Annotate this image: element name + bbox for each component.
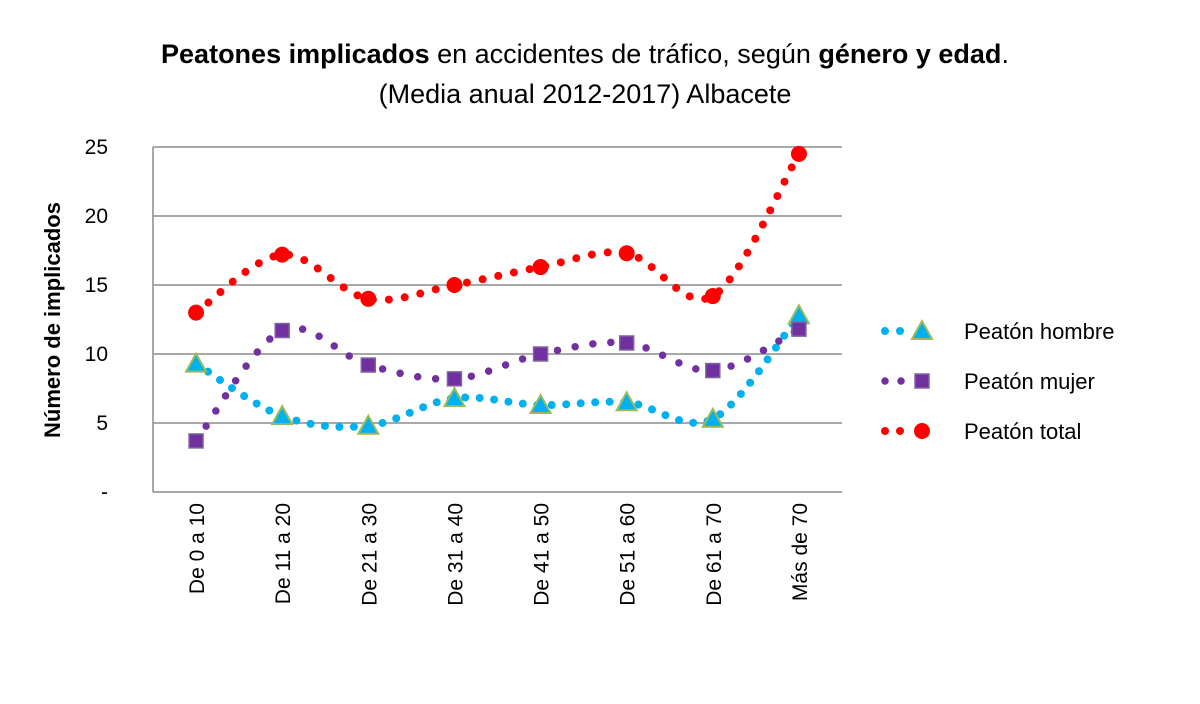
legend-item: Peatón total — [881, 419, 1081, 444]
data-point — [790, 145, 807, 162]
title-bold-part1: Peatones implicados — [161, 39, 430, 69]
chart-title-line1: Peatones implicados en accidentes de trá… — [0, 34, 1170, 74]
legend-layer: Peatón hombre Peatón mujer Peatón total — [881, 318, 1114, 444]
data-point — [188, 304, 205, 321]
chart-title: Peatones implicados en accidentes de trá… — [0, 34, 1170, 114]
data-point — [442, 386, 467, 408]
data-point — [360, 290, 377, 307]
data-point — [791, 321, 807, 337]
series-peat-n-total — [188, 145, 807, 321]
y-tick-label: 10 — [85, 343, 108, 366]
legend-marker — [914, 373, 930, 389]
data-point — [184, 351, 208, 373]
title-part2: en accidentes de tráfico, según — [429, 39, 819, 69]
x-tick-label: De 61 a 70 — [703, 503, 726, 606]
legend-label: Peatón hombre — [964, 319, 1114, 344]
y-axis-title: Número de implicados — [40, 202, 65, 438]
data-point — [188, 433, 204, 449]
x-tick-label: De 0 a 10 — [186, 503, 209, 594]
legend-item: Peatón hombre — [881, 318, 1114, 344]
data-point — [446, 371, 463, 387]
data-point — [356, 413, 381, 435]
x-tick-label: De 31 a 40 — [444, 503, 467, 606]
series-line — [192, 311, 803, 431]
series-layer — [184, 145, 811, 449]
axis-layer: - 5 10 15 20 25 De 0 a 10 De 11 a 20 De 21 a 30 D… — [40, 136, 842, 606]
data-point — [532, 346, 549, 362]
series-peat-n-hombre — [184, 303, 811, 435]
chart-title-line2: (Media anual 2012-2017) Albacete — [378, 79, 792, 109]
legend-marker — [914, 423, 930, 439]
series-peat-n-mujer — [188, 321, 807, 449]
data-point — [705, 362, 721, 379]
data-point — [787, 303, 811, 325]
y-tick-label: 5 — [96, 412, 108, 435]
data-point — [274, 246, 291, 263]
data-point — [270, 404, 294, 426]
series-line — [192, 149, 803, 317]
legend-label: Peatón mujer — [964, 369, 1095, 394]
y-tick-label: - — [101, 481, 108, 504]
y-tick-label: 15 — [85, 274, 108, 297]
title-part4: . — [1001, 39, 1009, 69]
x-tick-label: De 21 a 30 — [358, 503, 381, 606]
legend-item: Peatón mujer — [881, 369, 1095, 394]
x-tick-label: De 51 a 60 — [617, 503, 640, 606]
data-point — [274, 322, 290, 339]
x-tick-label: Más de 70 — [789, 503, 812, 601]
x-tick-label: De 11 a 20 — [272, 503, 295, 604]
data-point — [618, 335, 635, 351]
legend-marker — [910, 318, 934, 340]
y-tick-label: 25 — [85, 136, 108, 159]
legend-label: Peatón total — [964, 419, 1081, 444]
data-point — [701, 406, 725, 428]
data-point — [704, 288, 721, 305]
data-point — [614, 390, 639, 412]
title-bold-part3: género y edad — [818, 39, 1002, 69]
data-point — [360, 357, 377, 373]
data-point — [532, 259, 549, 276]
grid-layer — [153, 146, 842, 424]
x-tick-label: De 41 a 50 — [531, 503, 554, 606]
y-tick-label: 20 — [85, 205, 108, 228]
data-point — [446, 277, 463, 293]
data-point — [618, 245, 635, 262]
data-point — [528, 393, 553, 415]
